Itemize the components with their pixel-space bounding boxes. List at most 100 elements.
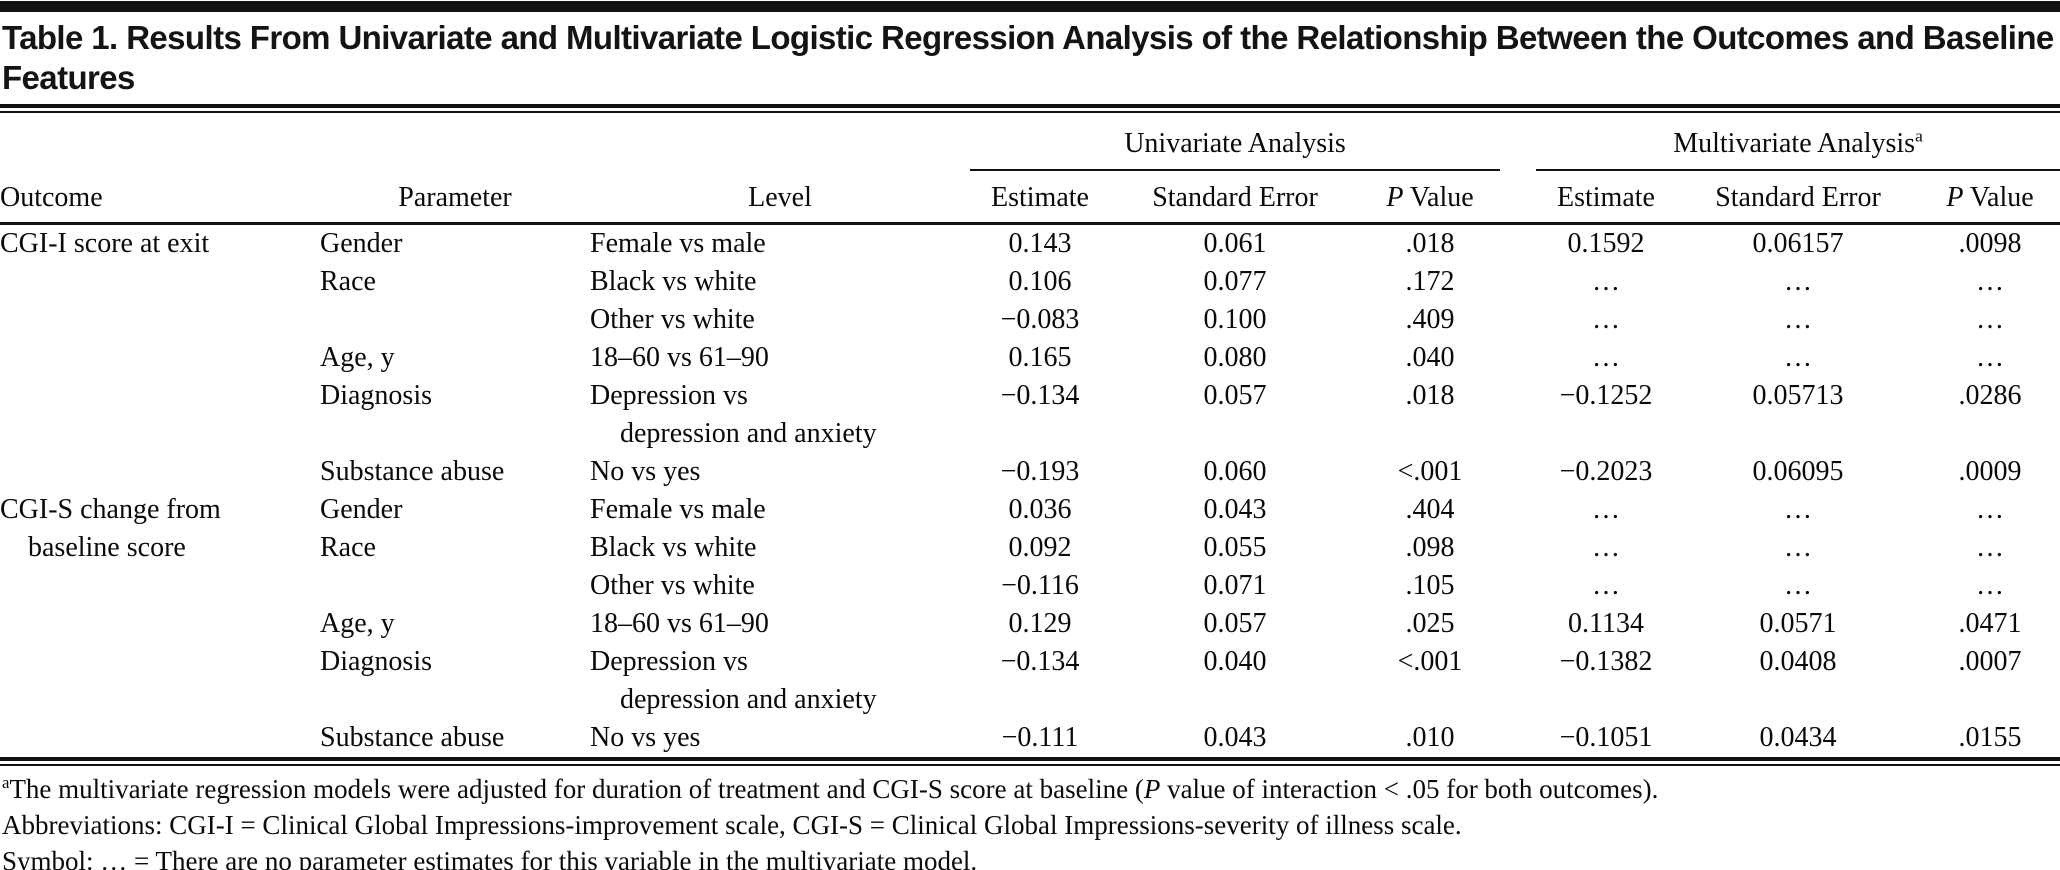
level-cell: 18–60 vs 61–90 [590, 342, 769, 373]
uni-p-value-cell: .105 [1405, 570, 1455, 601]
level-cell: Female vs male [590, 494, 766, 525]
uni-estimate-cell: 0.143 [1008, 228, 1072, 259]
multi-p-value-cell: … [1976, 494, 2004, 525]
uni-p-value-cell: .172 [1405, 266, 1455, 297]
footnotes: aThe multivariate regression models were… [0, 766, 2060, 870]
footnote-abbreviations: Abbreviations: CGI-I = Clinical Global I… [2, 810, 1462, 840]
parameter-cell: Race [320, 266, 376, 297]
multi-standard-error-cell: 0.0571 [1759, 608, 1837, 639]
column-header-multi-estimate: Estimate [1536, 170, 1676, 225]
footnote-marker: a [2, 773, 10, 792]
uni-standard-error-cell: 0.040 [1203, 646, 1267, 677]
table-title: Table 1. Results From Univariate and Mul… [2, 19, 2054, 96]
uni-p-value-cell: .098 [1405, 532, 1455, 563]
uni-estimate-cell: −0.116 [1001, 570, 1079, 601]
multi-p-value-cell: .0098 [1958, 228, 2022, 259]
multi-standard-error-cell: 0.06157 [1752, 228, 1844, 259]
uni-estimate-cell: −0.134 [1000, 380, 1080, 411]
uni-p-value-cell: .025 [1405, 608, 1455, 639]
uni-p-value-cell: .040 [1405, 342, 1455, 373]
uni-standard-error-cell: 0.057 [1203, 380, 1267, 411]
table-row: Age, y 18–60 vs 61–90 0.165 0.080 .040 …… [0, 339, 2060, 377]
multi-estimate-cell: … [1592, 570, 1620, 601]
table-row: Age, y 18–60 vs 61–90 0.129 0.057 .025 0… [0, 605, 2060, 643]
level-cell: No vs yes [590, 722, 701, 753]
multi-estimate-cell: … [1592, 304, 1620, 335]
multi-estimate-cell: … [1592, 266, 1620, 297]
column-header-outcome: Outcome [0, 170, 320, 225]
uni-standard-error-cell: 0.057 [1203, 608, 1267, 639]
uni-p-value-cell: .409 [1405, 304, 1455, 335]
parameter-cell: Diagnosis [320, 380, 432, 411]
multi-standard-error-cell: 0.0408 [1759, 646, 1837, 677]
multi-estimate-cell: … [1592, 532, 1620, 563]
parameter-cell: Diagnosis [320, 646, 432, 677]
column-header-row: Outcome Parameter Level Estimate Standar… [0, 170, 2060, 225]
p-rest: Value [1403, 182, 1474, 213]
table-row: Diagnosis Depression vs depression and a… [0, 377, 2060, 453]
parameter-cell: Age, y [320, 342, 395, 373]
uni-estimate-cell: −0.193 [1000, 456, 1080, 487]
p-italic: P [1386, 182, 1404, 213]
title-divider-rule [0, 104, 2060, 113]
uni-p-value-cell: .018 [1405, 380, 1455, 411]
group-header-row: Univariate Analysis Multivariate Analysi… [0, 113, 2060, 171]
multi-estimate-cell: −0.1382 [1559, 646, 1653, 677]
multi-standard-error-cell: … [1784, 570, 1812, 601]
level-line2: depression and anxiety [620, 418, 877, 449]
multi-standard-error-cell: … [1784, 532, 1812, 563]
multi-p-value-cell: … [1976, 570, 2004, 601]
group-header-multivariate: Multivariate Analysisa [1536, 113, 2060, 171]
multi-p-value-cell: … [1976, 342, 2004, 373]
multi-estimate-cell: −0.1252 [1559, 380, 1653, 411]
multi-estimate-cell: 0.1134 [1568, 608, 1644, 639]
multi-estimate-cell: … [1592, 494, 1620, 525]
parameter-cell: Substance abuse [320, 456, 505, 487]
multi-standard-error-cell: … [1784, 304, 1812, 335]
table-row: Other vs white −0.083 0.100 .409 … … … [0, 301, 2060, 339]
multi-standard-error-cell: 0.05713 [1752, 380, 1844, 411]
group-multivariate-footnote-marker: a [1915, 126, 1923, 146]
uni-p-value-cell: <.001 [1397, 456, 1463, 487]
table-bottom-rule [0, 757, 2060, 766]
group-multivariate-label: Multivariate Analysis [1673, 128, 1916, 159]
uni-standard-error-cell: 0.061 [1203, 228, 1267, 259]
multi-estimate-cell: −0.2023 [1559, 456, 1653, 487]
column-header-multi-p-value: P Value [1920, 170, 2060, 225]
uni-standard-error-cell: 0.043 [1203, 722, 1267, 753]
uni-standard-error-cell: 0.080 [1203, 342, 1267, 373]
outcome-cell: CGI-S change from baseline score [0, 491, 320, 757]
multi-p-value-cell: .0009 [1958, 456, 2022, 487]
footnote-symbol: Symbol: … = There are no parameter estim… [2, 846, 978, 870]
column-header-uni-estimate: Estimate [970, 170, 1110, 225]
column-header-uni-p-value: P Value [1360, 170, 1500, 225]
column-header-multi-standard-error: Standard Error [1676, 170, 1920, 225]
multi-p-value-cell: .0286 [1958, 380, 2022, 411]
outcome-cell: CGI-I score at exit [0, 224, 320, 492]
footnote-text: value of interaction < .05 for both outc… [1160, 774, 1659, 804]
uni-p-value-cell: .404 [1405, 494, 1455, 525]
uni-estimate-cell: 0.092 [1008, 532, 1072, 563]
multi-p-value-cell: … [1976, 532, 2004, 563]
uni-p-value-cell: .018 [1405, 228, 1455, 259]
uni-standard-error-cell: 0.055 [1203, 532, 1267, 563]
uni-estimate-cell: 0.129 [1008, 608, 1072, 639]
level-cell: Other vs white [590, 304, 755, 335]
level-cell: 18–60 vs 61–90 [590, 608, 769, 639]
multi-p-value-cell: .0155 [1958, 722, 2022, 753]
table-row: CGI-S change from baseline score Gender … [0, 491, 2060, 563]
uni-estimate-cell: 0.106 [1008, 266, 1072, 297]
uni-estimate-cell: −0.111 [1001, 722, 1079, 753]
group-univariate-label: Univariate Analysis [1124, 128, 1346, 159]
level-line1: Depression vs [590, 646, 748, 677]
uni-estimate-cell: −0.134 [1000, 646, 1080, 677]
multi-estimate-cell: 0.1592 [1567, 228, 1645, 259]
parameter-cell [320, 301, 590, 339]
uni-estimate-cell: 0.165 [1008, 342, 1072, 373]
results-table: Univariate Analysis Multivariate Analysi… [0, 113, 2060, 757]
parameter-cell: Race [320, 532, 376, 563]
uni-p-value-cell: .010 [1405, 722, 1455, 753]
table-row: Race Black vs white 0.092 0.055 .098 … …… [0, 529, 2060, 567]
group-header-univariate: Univariate Analysis [970, 113, 1500, 171]
multi-p-value-cell: … [1976, 304, 2004, 335]
